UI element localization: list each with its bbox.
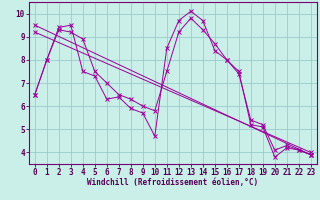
X-axis label: Windchill (Refroidissement éolien,°C): Windchill (Refroidissement éolien,°C) xyxy=(87,178,258,187)
